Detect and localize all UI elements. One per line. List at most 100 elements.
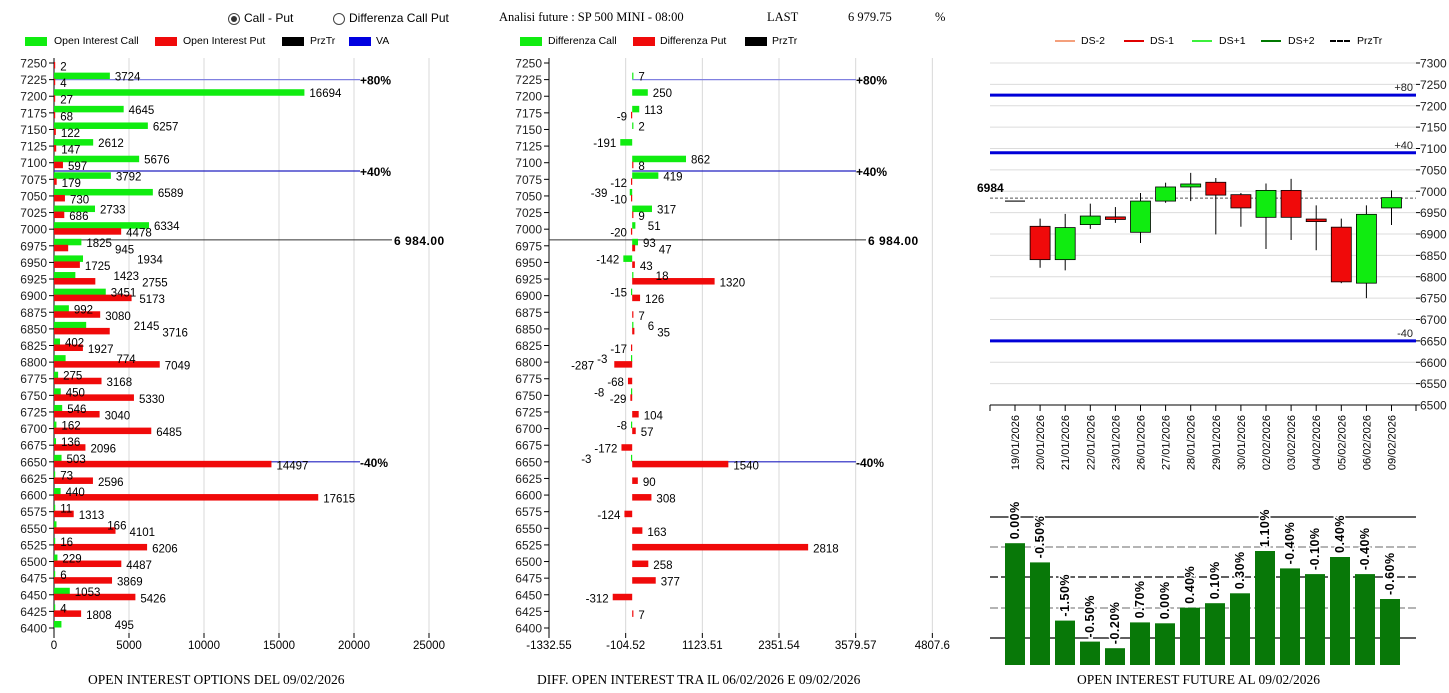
oi-future-title: OPEN INTEREST FUTURE AL 09/02/2026	[1077, 672, 1321, 687]
put-bar	[54, 510, 74, 518]
call-value-label: 4645	[129, 105, 155, 117]
y-tick-label: 6550	[20, 522, 47, 536]
y-tick-label: 7175	[515, 106, 542, 120]
put-value-label: -68	[607, 377, 624, 389]
y-tick-label: 6500	[515, 555, 542, 569]
call-value-label: 16	[60, 537, 73, 549]
put-bar	[54, 593, 136, 601]
future-oi-label: -1.50%	[1058, 574, 1072, 617]
va-level-label: +40%	[856, 165, 887, 179]
y-tick-label: 6625	[20, 472, 47, 486]
call-bar	[54, 571, 56, 578]
put-bar	[630, 178, 633, 185]
put-bar	[54, 377, 102, 385]
put-value-label: 7	[638, 610, 644, 622]
y-tick-label: 6800	[515, 356, 542, 370]
future-oi-bar	[1330, 557, 1350, 665]
put-bar	[54, 294, 132, 302]
future-oi-bar	[1230, 593, 1250, 665]
future-oi-label: 0.30%	[1233, 551, 1247, 589]
y-tick-label: 6975	[515, 239, 542, 253]
call-value-label: 1934	[137, 254, 163, 266]
put-value-label: -12	[610, 178, 627, 190]
put-value-label: 57	[641, 427, 654, 439]
put-value-label: 1725	[85, 261, 111, 273]
put-value-label: 3716	[162, 327, 188, 339]
call-bar	[54, 371, 59, 379]
candle-down	[1230, 194, 1252, 209]
put-bar	[54, 111, 56, 119]
put-bar	[630, 344, 633, 352]
put-bar	[54, 178, 57, 185]
y-tick-label: 7000	[1420, 185, 1447, 199]
radio-call-put-label[interactable]: Call - Put	[244, 11, 294, 25]
y-tick-label: 6850	[1420, 249, 1447, 263]
y-tick-label: 6425	[515, 605, 542, 619]
put-value-label: 4	[60, 78, 67, 90]
y-tick-label: 7250	[20, 57, 47, 71]
call-bar	[632, 205, 652, 213]
y-tick-label: 7250	[1420, 78, 1447, 92]
y-tick-label: 7150	[1420, 121, 1447, 135]
y-tick-label: 6750	[1420, 292, 1447, 306]
put-value-label: 68	[60, 111, 73, 123]
candle-down	[1105, 216, 1126, 220]
call-value-label: 2612	[98, 138, 124, 150]
y-tick-label: 6725	[515, 405, 542, 419]
va-level-label: -40	[1397, 328, 1413, 340]
put-value-label: 35	[657, 327, 670, 339]
candle-down	[1330, 226, 1352, 283]
call-value-label: 546	[67, 404, 86, 416]
put-bar	[54, 95, 56, 102]
put-bar	[54, 244, 69, 252]
put-value-label: 308	[656, 494, 675, 506]
y-tick-label: 6650	[1420, 334, 1447, 348]
put-value-label: 17615	[323, 494, 355, 506]
call-bar	[632, 105, 640, 113]
put-bar	[54, 327, 110, 335]
call-bar	[54, 139, 94, 146]
call-bar	[54, 205, 95, 213]
call-bar	[54, 454, 62, 462]
put-value-label: -20	[610, 228, 627, 240]
radio-differenza-call-put-label[interactable]: Differenza Call Put	[349, 11, 449, 25]
candle-up	[1054, 227, 1076, 261]
put-bar	[612, 593, 633, 601]
put-value-label: 14497	[276, 460, 308, 472]
candle-up	[1130, 200, 1151, 233]
y-tick-label: 7100	[1420, 142, 1447, 156]
va-level-label: +40%	[360, 165, 391, 179]
call-bar	[54, 288, 106, 296]
va-level-label: -40%	[360, 456, 388, 470]
y-tick-label: 6600	[20, 489, 47, 503]
call-value-label: 166	[107, 520, 126, 532]
call-bar	[620, 139, 633, 146]
future-oi-bar	[1080, 641, 1100, 665]
call-value-label: 1423	[113, 271, 139, 283]
put-bar	[54, 344, 83, 352]
y-tick-label: 6500	[20, 555, 47, 569]
call-bar	[54, 521, 57, 528]
put-bar	[632, 261, 635, 268]
legend-line-ds-1	[1124, 40, 1144, 42]
put-value-label: 2096	[90, 444, 116, 456]
call-bar	[632, 122, 634, 129]
radio-differenza-call-put[interactable]	[333, 13, 345, 25]
call-value-label: -15	[610, 288, 627, 300]
y-tick-label: 7100	[20, 156, 47, 170]
pct-label: %	[935, 10, 946, 24]
y-tick-label: 7150	[20, 123, 47, 137]
radio-call-put[interactable]	[228, 13, 240, 25]
y-tick-label: 7200	[1420, 99, 1447, 113]
candle-down	[1029, 225, 1051, 261]
x-tick-label: 20000	[338, 640, 370, 652]
call-bar	[54, 504, 56, 512]
put-bar	[614, 361, 633, 368]
legend-swatch-diff-put	[633, 37, 655, 46]
put-bar	[632, 460, 729, 468]
put-value-label: 258	[653, 560, 672, 572]
y-tick-label: 6950	[1420, 206, 1447, 220]
call-bar	[54, 488, 61, 495]
legend-line-ds-2	[1055, 40, 1075, 42]
put-value-label: 163	[647, 527, 666, 539]
